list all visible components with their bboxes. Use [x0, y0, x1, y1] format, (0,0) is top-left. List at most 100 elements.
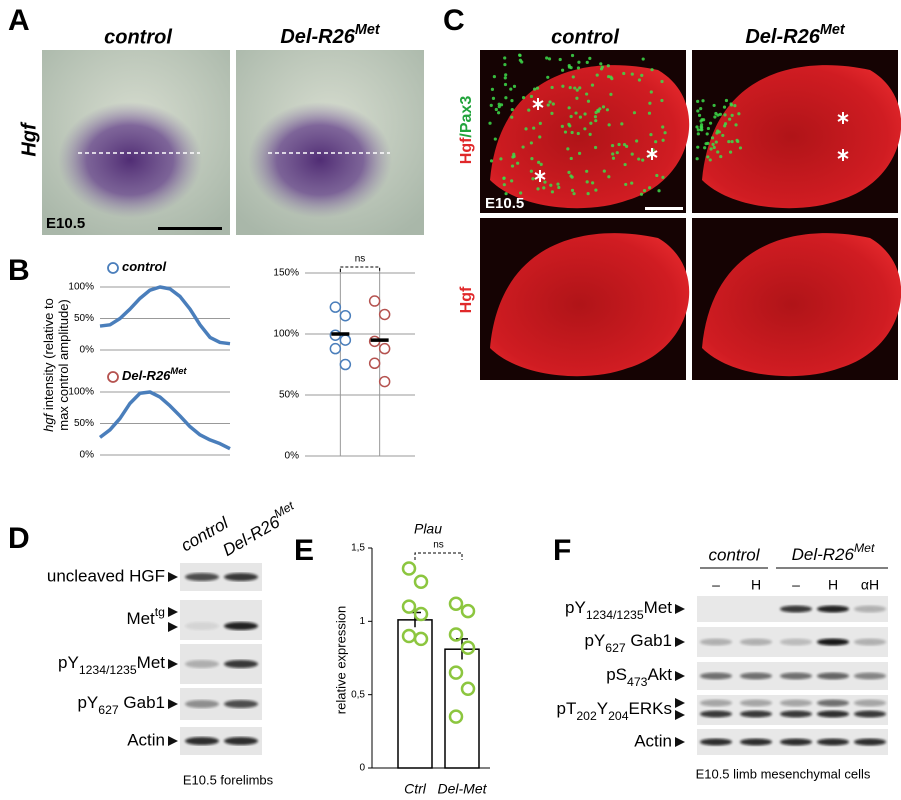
text-part: tg — [155, 605, 165, 619]
pax3-cell — [561, 68, 565, 72]
legend-label: Del-R26Met — [122, 366, 187, 383]
pax3-cell — [529, 169, 533, 173]
scale-bar — [645, 207, 683, 210]
legend-label: control — [122, 259, 166, 274]
pax3-cell — [610, 77, 614, 81]
data-point — [401, 561, 417, 576]
significance-bracket — [414, 552, 463, 560]
pax3-cell — [510, 164, 515, 168]
column-label: control — [551, 26, 619, 48]
pax3-cell — [578, 115, 583, 119]
pax3-cell — [590, 83, 595, 87]
panel-letter: D — [8, 522, 30, 555]
data-point — [460, 640, 476, 655]
pax3-cell — [695, 125, 699, 129]
blot-label: uncleaved HGF — [47, 566, 165, 585]
text-part: hgf — [41, 412, 56, 431]
pax3-cell — [583, 127, 587, 131]
blot-band — [817, 738, 849, 746]
text-part: 1234/1235 — [586, 608, 644, 622]
pax3-cell — [518, 58, 522, 62]
text-part: Met — [137, 653, 166, 672]
text-part: Del-R26 — [792, 545, 855, 564]
row-label: Hgf — [18, 121, 40, 157]
data-point — [339, 358, 352, 371]
text-part: Hgf — [458, 137, 475, 164]
y-tick-label: 100% — [273, 329, 299, 340]
pax3-cell — [585, 169, 589, 173]
pax3-cell — [489, 159, 494, 163]
pax3-cell — [497, 105, 501, 109]
pax3-cell — [602, 169, 606, 173]
blot-band — [817, 699, 849, 707]
pax3-cell — [728, 150, 733, 154]
y-tick-label: 0,5 — [351, 689, 365, 700]
panel-letter: B — [8, 254, 30, 287]
blot-band — [817, 605, 849, 613]
scale-bar — [158, 227, 222, 230]
pax3-cell — [594, 119, 598, 123]
pax3-cell — [609, 92, 613, 96]
data-point — [339, 309, 352, 322]
asterisk — [837, 112, 849, 124]
blot-band — [854, 699, 886, 707]
pax3-cell — [733, 104, 737, 108]
pax3-cell — [696, 99, 700, 103]
pax3-cell — [551, 102, 555, 106]
pax3-cell — [570, 53, 575, 58]
pax3-cell — [630, 152, 634, 156]
text-part: pY — [77, 693, 98, 712]
pax3-cell — [730, 139, 734, 144]
pax3-cell — [617, 142, 621, 147]
chart-title: Plau — [414, 521, 442, 537]
text-part: Met — [854, 541, 875, 555]
pax3-cell — [494, 107, 498, 112]
pax3-cell — [623, 162, 627, 167]
blot-label: pS473Akt — [606, 665, 672, 689]
pax3-cell — [535, 86, 540, 90]
text-part: ERKs — [629, 699, 672, 718]
text-part: Met — [644, 598, 673, 617]
lane-label: – — [712, 577, 720, 593]
panel-letter: E — [294, 534, 314, 567]
data-point — [448, 665, 464, 680]
text-part: intensity (relative to — [41, 298, 56, 414]
pax3-cell — [569, 174, 573, 178]
pax3-cell — [538, 135, 542, 139]
blot-band — [817, 638, 849, 646]
pax3-cell — [610, 143, 615, 148]
pax3-cell — [727, 140, 731, 144]
pax3-cell — [722, 105, 727, 109]
arrowhead — [168, 736, 178, 746]
caption: E10.5 forelimbs — [183, 772, 274, 787]
data-point — [448, 627, 464, 642]
pax3-cell — [503, 56, 507, 60]
stage-label: E10.5 — [46, 215, 85, 232]
legend-marker — [107, 262, 119, 274]
pax3-cell — [594, 188, 598, 192]
bar — [397, 619, 433, 769]
text-part: 204 — [608, 709, 629, 723]
pax3-cell — [700, 118, 704, 122]
blot-band — [700, 672, 732, 680]
pax3-cell — [588, 56, 592, 60]
pax3-cell — [509, 87, 513, 91]
pax3-cell — [714, 111, 718, 116]
limb-signal — [702, 65, 901, 209]
pax3-cell — [709, 147, 713, 151]
y-axis-label: hgf intensity (relative to — [41, 298, 56, 432]
blot-label: pY1234/1235Met — [58, 653, 165, 677]
y-tick-label: 0 — [359, 763, 365, 774]
pax3-cell — [697, 113, 702, 118]
x-tick-label: Ctrl — [404, 781, 427, 797]
pax3-cell — [649, 90, 653, 94]
data-point — [368, 357, 381, 370]
pax3-cell — [575, 88, 579, 92]
asterisk — [837, 149, 849, 161]
pax3-cell — [573, 86, 577, 90]
ish-stain — [248, 102, 392, 218]
text-part: max control amplitude) — [56, 299, 71, 431]
blot-band — [740, 710, 772, 718]
blot-band — [854, 672, 886, 680]
blot-band — [224, 660, 258, 668]
